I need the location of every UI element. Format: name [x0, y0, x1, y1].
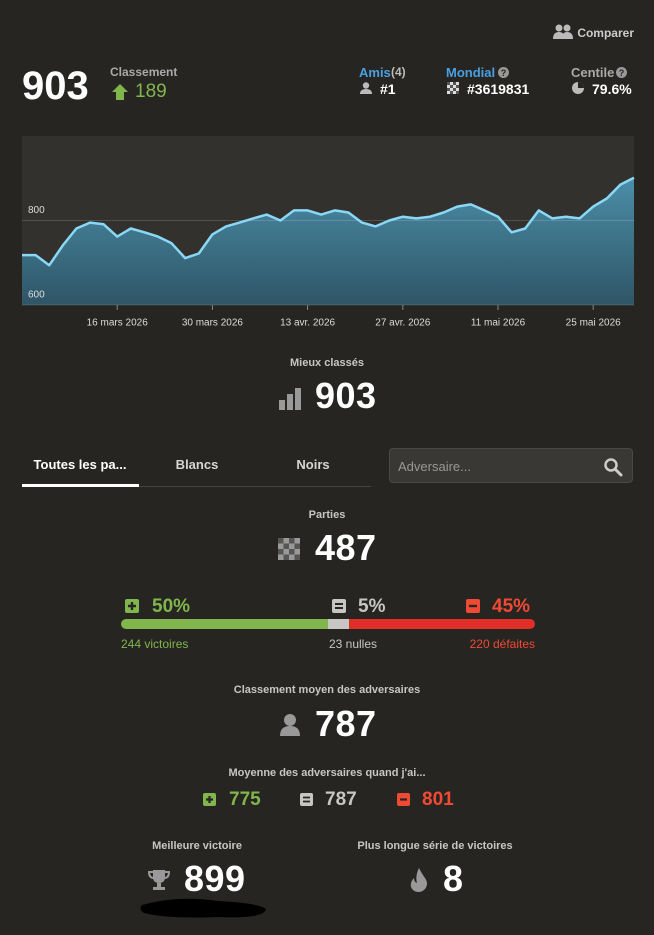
loss-percent: 45%	[492, 596, 531, 617]
search-icon[interactable]	[604, 458, 623, 477]
x-tick-label: 13 avr. 2026	[280, 318, 335, 329]
svg-text:?: ?	[501, 68, 507, 78]
opponents-when-loss: 801	[422, 789, 454, 810]
friends-rank: #1	[380, 81, 396, 97]
win-icon	[125, 599, 139, 613]
opponents-value: 787	[315, 703, 377, 744]
results-segment	[121, 619, 328, 629]
percentile-label: Centile	[571, 65, 615, 80]
global-label[interactable]: Mondial	[446, 65, 496, 80]
rating-chart: 600 800 16 mars 2026 30 mars 2026 13 avr. 20…	[22, 136, 635, 329]
rating: 903	[22, 64, 89, 108]
top-rated-label: Mieux classés	[290, 357, 364, 369]
best-win-label: Meilleure victoire	[152, 840, 242, 852]
search-box[interactable]: Adversaire...	[389, 448, 633, 483]
x-tick-label: 11 mai 2026	[471, 318, 526, 329]
draw-icon	[300, 793, 313, 806]
svg-text:?: ?	[619, 68, 625, 78]
draw-icon	[332, 599, 346, 613]
x-tick-label: 27 avr. 2026	[375, 318, 430, 329]
draw-count: 23 nulles	[328, 637, 378, 651]
compare-icon[interactable]	[553, 24, 573, 40]
tab-underline	[22, 484, 139, 487]
rating-label: Classement	[110, 65, 178, 79]
games-total: 487	[315, 527, 377, 568]
x-tick-label: 16 mars 2026	[87, 318, 149, 329]
x-tick-label: 30 mars 2026	[182, 318, 244, 329]
results-segment	[348, 619, 535, 629]
win-percent: 50%	[152, 596, 191, 617]
rating-line	[22, 176, 635, 267]
tab-divider	[22, 486, 371, 487]
opponents-label: Classement moyen des adversaires	[233, 684, 421, 696]
loss-icon	[397, 793, 410, 806]
streak-label: Plus longue série de victoires	[357, 840, 513, 852]
x-tick-label: 25 mai 2026	[566, 318, 621, 329]
trophy-icon	[147, 870, 171, 890]
tab[interactable]: Noirs	[296, 457, 330, 472]
win-count: 244 victoires	[121, 637, 189, 651]
global-rank: #3619831	[467, 81, 530, 97]
win-icon	[203, 793, 216, 806]
help-icon[interactable]: ?	[616, 67, 627, 78]
rating-change: 189	[135, 81, 167, 102]
board-icon	[278, 538, 300, 560]
bars-icon	[279, 388, 301, 410]
opponents-when-draw: 787	[325, 789, 357, 810]
search-placeholder: Adversaire...	[398, 459, 471, 474]
person-icon	[280, 714, 300, 736]
help-icon[interactable]: ?	[498, 67, 509, 78]
y-tick-label: 600	[28, 290, 45, 301]
compare-button[interactable]: Comparer	[577, 26, 634, 40]
friends-count: (4)	[391, 65, 406, 79]
redaction	[140, 898, 266, 918]
person-icon	[360, 82, 372, 94]
loss-count: 220 défaites	[469, 637, 535, 651]
board-icon	[447, 82, 459, 94]
opponents-when-label: Moyenne des adversaires quand j'ai...	[228, 767, 426, 779]
friends-label[interactable]: Amis	[359, 65, 391, 80]
up-arrow	[112, 84, 128, 100]
tab[interactable]: Toutes les pa...	[33, 457, 127, 472]
results-segment	[328, 619, 349, 629]
opponents-when-win: 775	[229, 789, 261, 810]
results-bar	[121, 619, 535, 629]
percentile-value: 79.6%	[592, 81, 632, 97]
best-win-value: 899	[184, 858, 246, 899]
draw-percent: 5%	[358, 596, 386, 617]
pie-icon	[572, 82, 584, 94]
top-rated-value: 903	[315, 375, 377, 416]
loss-icon	[466, 599, 480, 613]
streak-value: 8	[443, 858, 464, 899]
tab[interactable]: Blancs	[175, 457, 219, 472]
y-tick-label: 800	[28, 205, 45, 216]
flame-icon	[410, 868, 427, 892]
games-label: Parties	[308, 509, 346, 521]
